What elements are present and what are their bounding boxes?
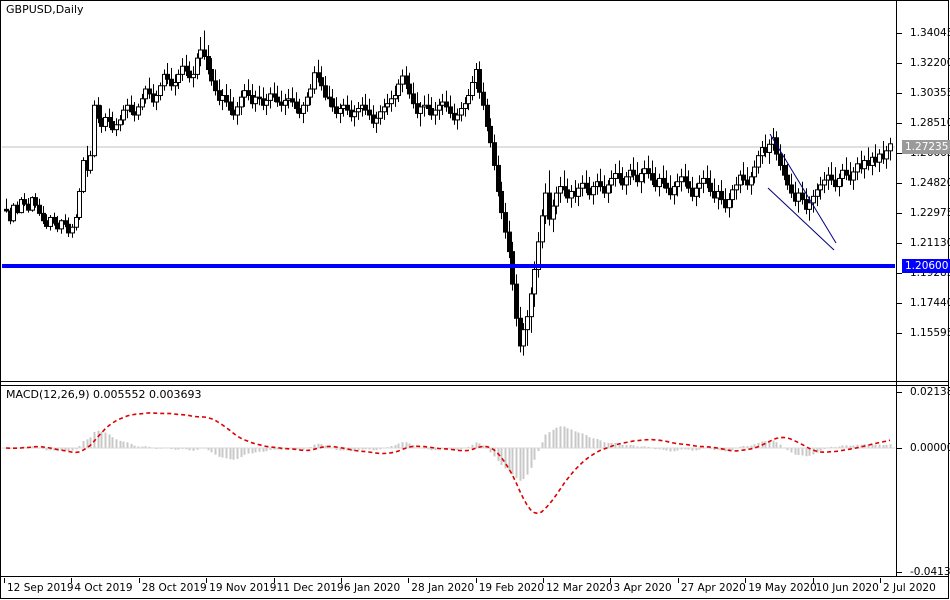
price-tick-mark xyxy=(896,333,902,334)
price-tick-mark xyxy=(896,93,902,94)
date-tick-label: 27 Apr 2020 xyxy=(680,582,746,594)
macd-tick-mark xyxy=(896,392,902,393)
date-tick-mark xyxy=(206,578,208,583)
chart-title: GBPUSD,Daily xyxy=(6,3,84,16)
date-tick-label: 4 Oct 2019 xyxy=(74,582,133,594)
price-tick-mark xyxy=(896,63,902,64)
date-tick-mark xyxy=(677,578,679,583)
date-tick-label: 19 May 2020 xyxy=(748,582,817,594)
price-pane[interactable] xyxy=(1,1,949,382)
price-tick-label: 1.17440 xyxy=(910,297,950,309)
date-tick-label: 10 Jun 2020 xyxy=(815,582,879,594)
date-tick-label: 12 Sep 2019 xyxy=(7,582,74,594)
current-price-tag: 1.27235 xyxy=(902,140,950,154)
date-tick-label: 3 Apr 2020 xyxy=(613,582,672,594)
date-tick-label: 28 Oct 2019 xyxy=(141,582,207,594)
date-tick-mark xyxy=(812,578,814,583)
price-tick-label: 1.15595 xyxy=(910,327,950,339)
date-tick-mark xyxy=(71,578,73,583)
price-tick-mark xyxy=(896,123,902,124)
macd-tick-label: -0.041331 xyxy=(910,566,950,578)
price-axis-separator xyxy=(896,1,897,577)
date-tick-mark xyxy=(475,578,477,583)
date-tick-label: 6 Jan 2020 xyxy=(343,582,401,594)
price-tick-label: 1.22975 xyxy=(910,207,950,219)
date-tick-label: 19 Nov 2019 xyxy=(209,582,277,594)
macd-tick-mark xyxy=(896,448,902,449)
date-tick-label: 19 Feb 2020 xyxy=(478,582,545,594)
macd-pane[interactable] xyxy=(1,385,949,577)
price-tick-label: 1.24820 xyxy=(910,177,950,189)
date-tick-label: 11 Dec 2019 xyxy=(276,582,344,594)
date-tick-label: 2 Jul 2020 xyxy=(883,582,936,594)
price-tick-label: 1.34045 xyxy=(910,27,950,39)
price-tick-label: 1.32200 xyxy=(910,57,950,69)
price-tick-mark xyxy=(896,183,902,184)
price-tick-label: 1.30355 xyxy=(910,87,950,99)
macd-tick-label: 0.021388 xyxy=(910,386,950,398)
price-tick-mark xyxy=(896,33,902,34)
date-tick-mark xyxy=(340,578,342,583)
macd-tick-mark xyxy=(896,572,902,573)
price-tick-mark xyxy=(896,243,902,244)
date-tick-mark xyxy=(880,578,881,583)
date-tick-mark xyxy=(610,578,612,583)
date-tick-label: 12 Mar 2020 xyxy=(546,582,613,594)
macd-indicator-label: MACD(12,26,9) 0.005552 0.003693 xyxy=(6,388,202,401)
date-tick-label: 28 Jan 2020 xyxy=(411,582,475,594)
price-tick-mark xyxy=(896,273,902,274)
date-tick-mark xyxy=(543,578,545,583)
date-tick-mark xyxy=(138,578,140,583)
price-tick-mark xyxy=(896,153,902,154)
price-tick-mark xyxy=(896,213,902,214)
support-price-tag: 1.20600 xyxy=(902,259,950,273)
date-tick-mark xyxy=(408,578,410,583)
date-tick-mark xyxy=(273,578,275,583)
price-tick-label: 1.28510 xyxy=(910,117,950,129)
date-tick-mark xyxy=(745,578,747,583)
date-tick-mark xyxy=(4,578,5,583)
price-tick-label: 1.21130 xyxy=(910,237,950,249)
price-tick-mark xyxy=(896,303,902,304)
macd-tick-label: 0.000000 xyxy=(910,442,950,454)
